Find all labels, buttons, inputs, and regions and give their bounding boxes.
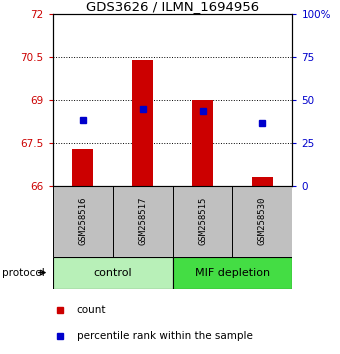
Text: percentile rank within the sample: percentile rank within the sample bbox=[77, 331, 253, 341]
FancyBboxPatch shape bbox=[172, 257, 292, 289]
Bar bbox=[72, 149, 93, 186]
Text: control: control bbox=[93, 268, 132, 278]
Title: GDS3626 / ILMN_1694956: GDS3626 / ILMN_1694956 bbox=[86, 0, 259, 13]
Text: GSM258516: GSM258516 bbox=[78, 197, 87, 245]
FancyBboxPatch shape bbox=[233, 186, 292, 257]
Bar bbox=[252, 177, 273, 186]
Text: GSM258515: GSM258515 bbox=[198, 197, 207, 245]
FancyBboxPatch shape bbox=[113, 186, 172, 257]
Bar bbox=[132, 60, 153, 186]
FancyBboxPatch shape bbox=[172, 186, 233, 257]
Text: GSM258517: GSM258517 bbox=[138, 197, 147, 245]
Text: MIF depletion: MIF depletion bbox=[195, 268, 270, 278]
Text: protocol: protocol bbox=[2, 268, 45, 278]
FancyBboxPatch shape bbox=[53, 257, 172, 289]
FancyBboxPatch shape bbox=[53, 186, 113, 257]
Text: GSM258530: GSM258530 bbox=[258, 197, 267, 245]
Text: count: count bbox=[77, 305, 106, 315]
Bar bbox=[192, 100, 213, 186]
